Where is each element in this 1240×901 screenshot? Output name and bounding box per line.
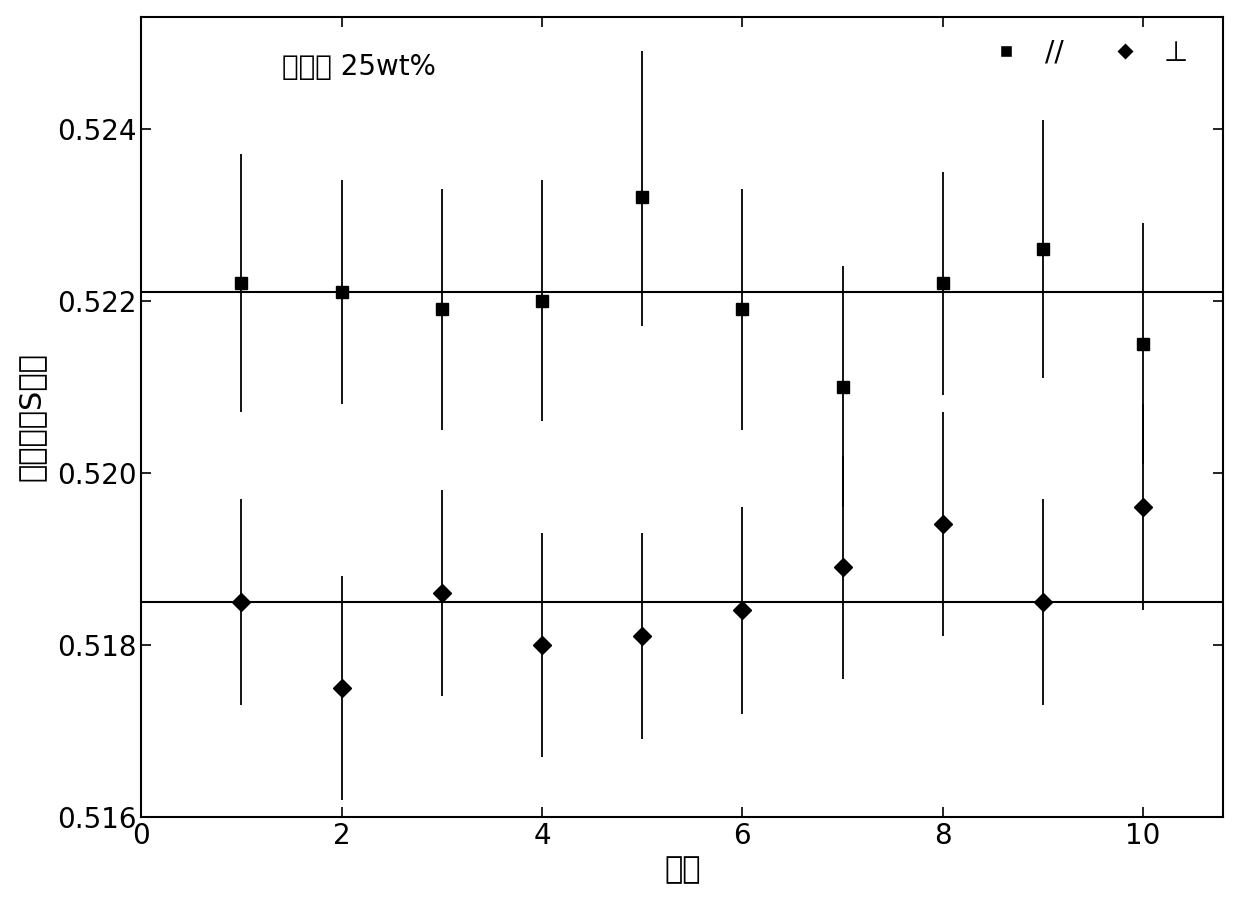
Text: 样品： 25wt%: 样品： 25wt% [281,52,435,81]
Legend: //, ⊥: //, ⊥ [978,39,1188,67]
Y-axis label: 线型参数S参数: 线型参数S参数 [16,352,46,481]
X-axis label: 次数: 次数 [665,855,701,885]
